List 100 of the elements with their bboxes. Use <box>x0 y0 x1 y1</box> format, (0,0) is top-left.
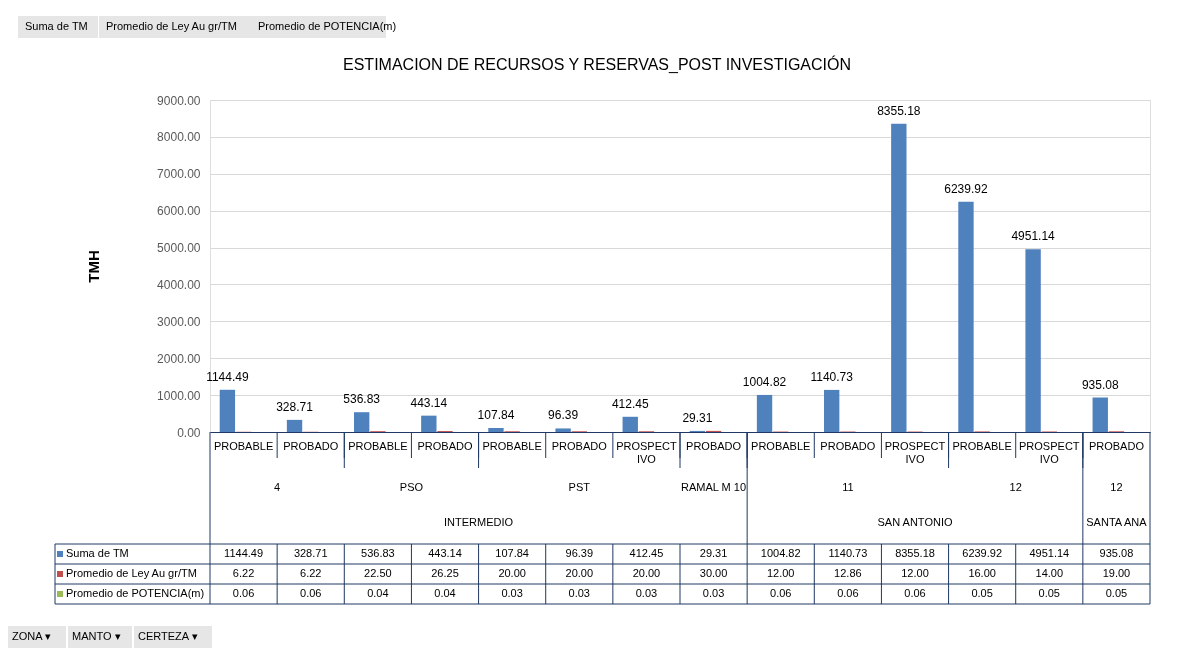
y-tick-label: 4000.00 <box>157 277 201 292</box>
bar <box>823 389 840 432</box>
bar <box>488 428 504 432</box>
text: 96.39 <box>548 408 579 423</box>
x-tick-label: PROBABLE <box>751 439 811 452</box>
data-label: 20.00 <box>632 567 661 579</box>
data-label: 20.00 <box>498 567 526 579</box>
data-label: 0.05 <box>1105 587 1128 599</box>
text: PSO <box>399 481 424 493</box>
data-label: 8355.18 <box>895 547 935 559</box>
bar <box>622 416 638 432</box>
data-label: 6239.92 <box>962 547 1003 559</box>
bar <box>891 123 907 432</box>
data-label: 328.71 <box>293 547 328 559</box>
data-label: 0.04 <box>434 587 456 599</box>
data-label: 4951.14 <box>1029 547 1070 559</box>
text: 11 <box>842 481 854 493</box>
text: 4 <box>274 481 281 493</box>
data-label: 0.04 <box>367 587 389 599</box>
data-label: 16.00 <box>968 567 996 579</box>
y-tick-label: 9000.00 <box>157 93 201 108</box>
text: CERTEZA ▾ <box>138 630 198 642</box>
data-label: 0.06 <box>232 587 255 599</box>
x-tick-label: PROSPECTIVO <box>884 439 946 465</box>
text: 12 <box>1009 481 1022 493</box>
data-label: 412.45 <box>629 547 664 559</box>
text: 536.83 <box>343 392 381 407</box>
data-label: 443.14 <box>428 547 462 559</box>
x-tick-label: PROBADO <box>283 439 339 452</box>
text: 107.84 <box>477 408 515 423</box>
text: 1144.49 <box>206 369 249 384</box>
x-tick-label: PROBABLE <box>482 439 542 452</box>
bar <box>421 415 437 432</box>
y-tick-label: 1000.00 <box>157 388 201 403</box>
x-tick-label: PROBADO <box>820 439 876 452</box>
x-tick-label: PROBABLE <box>213 439 274 452</box>
bar <box>555 428 571 432</box>
y-tick-label: 3000.00 <box>157 314 201 329</box>
y-tick-label: 0.00 <box>177 425 201 440</box>
x-tick-label: PROSPECTIVO <box>1019 439 1080 465</box>
data-label: 0.06 <box>770 587 792 599</box>
x-tick-label: PROBABLE <box>348 439 408 452</box>
x-tick-label: PROSPECTIVO <box>616 439 677 465</box>
data-label: 20.00 <box>565 567 594 579</box>
text: SANTA ANA <box>1086 516 1148 528</box>
text: MANTO ▾ <box>72 630 121 642</box>
data-label: 12.00 <box>766 567 795 579</box>
data-label: 1140.73 <box>828 547 868 559</box>
data-label: 107.84 <box>495 547 529 559</box>
bar <box>353 412 370 432</box>
bar <box>286 419 303 432</box>
y-tick-label: 8000.00 <box>157 130 201 145</box>
text: 29.31 <box>682 410 713 425</box>
text: SAN ANTONIO <box>877 516 953 528</box>
data-label: 12.86 <box>834 567 862 579</box>
text: ZONA ▾ <box>12 630 52 642</box>
legend-label: Promedio de Ley Au gr/TM <box>66 567 197 579</box>
data-label: 96.39 <box>565 547 594 559</box>
text: 1140.73 <box>810 369 853 384</box>
bar <box>1092 397 1108 432</box>
text: 412.45 <box>611 396 649 411</box>
y-tick-label: 7000.00 <box>157 167 201 182</box>
y-tick-label: 2000.00 <box>157 351 201 366</box>
data-label: 29.31 <box>699 547 728 559</box>
data-label: 0.05 <box>1038 587 1060 599</box>
text: 12 <box>1110 481 1123 493</box>
text: INTERMEDIO <box>444 516 514 528</box>
legend-label: Suma de TM <box>66 547 129 559</box>
data-label: 30.00 <box>699 567 728 579</box>
data-label: 536.83 <box>361 547 395 559</box>
data-label: 22.50 <box>364 567 392 579</box>
y-axis-title: TMH <box>85 250 103 283</box>
bar <box>219 389 236 432</box>
data-label: 0.06 <box>904 587 926 599</box>
text: PST <box>568 481 591 493</box>
data-label: 935.08 <box>1099 547 1134 559</box>
data-label: 0.03 <box>501 587 523 599</box>
data-label: 6.22 <box>232 567 255 579</box>
data-label: 1004.82 <box>760 547 801 559</box>
text: 935.08 <box>1081 377 1119 392</box>
data-label: 14.00 <box>1035 567 1064 579</box>
text: 1004.82 <box>742 374 787 389</box>
x-tick-label: PROBADO <box>551 439 608 452</box>
data-label: 0.03 <box>702 587 725 599</box>
y-tick-label: 6000.00 <box>157 204 201 219</box>
data-label: 0.03 <box>568 587 590 599</box>
bar <box>1025 249 1041 432</box>
data-label: 26.25 <box>431 567 459 579</box>
x-tick-label: PROBADO <box>1088 439 1145 452</box>
text: 8355.18 <box>877 103 921 118</box>
text: 6239.92 <box>944 181 988 196</box>
x-tick-label: PROBABLE <box>952 439 1012 452</box>
text: RAMAL M 10 <box>681 481 747 493</box>
text: 328.71 <box>276 399 313 414</box>
data-label: 19.00 <box>1102 567 1131 579</box>
chart-title: ESTIMACION DE RECURSOS Y RESERVAS_POST INVESTIGACIÓN <box>343 55 851 74</box>
bar <box>958 201 974 432</box>
x-tick-label: PROBADO <box>417 439 473 452</box>
data-label: 12.00 <box>901 567 929 579</box>
data-label: 6.22 <box>300 567 322 579</box>
